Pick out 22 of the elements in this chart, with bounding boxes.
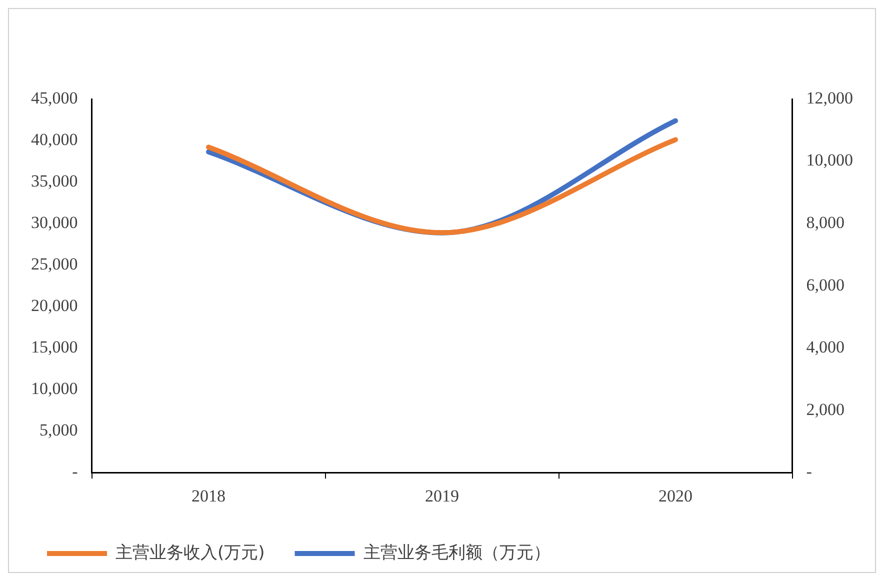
- legend-label: 主营业务毛利额（万元）: [363, 542, 550, 563]
- y2-tick-label: -: [806, 462, 812, 482]
- y-tick-label: 35,000: [31, 171, 78, 190]
- y-tick-label: 15,000: [31, 338, 78, 357]
- y-tick-label: 40,000: [31, 130, 78, 149]
- legend-label: 主营业务收入(万元): [116, 542, 265, 563]
- y2-tick-label: 2,000: [806, 400, 844, 419]
- y-tick-label: 30,000: [31, 213, 78, 232]
- x-tick-label: 2018: [192, 486, 226, 506]
- y2-tick-label: 6,000: [806, 275, 844, 294]
- y-tick-label: 20,000: [31, 296, 78, 316]
- y-tick-label: 25,000: [31, 254, 78, 274]
- y2-tick-label: 4,000: [806, 338, 844, 357]
- y2-tick-label: 8,000: [806, 213, 844, 232]
- y2-tick-label: 10,000: [806, 150, 853, 170]
- x-tick-label: 2019: [425, 486, 459, 506]
- y2-tick-label: 12,000: [806, 88, 853, 108]
- y-tick-label: 5,000: [40, 420, 78, 440]
- y-tick-label: 45,000: [31, 88, 78, 108]
- x-tick-label: 2020: [658, 486, 692, 506]
- y-tick-label: -: [72, 462, 78, 482]
- y-tick-label: 10,000: [31, 379, 78, 398]
